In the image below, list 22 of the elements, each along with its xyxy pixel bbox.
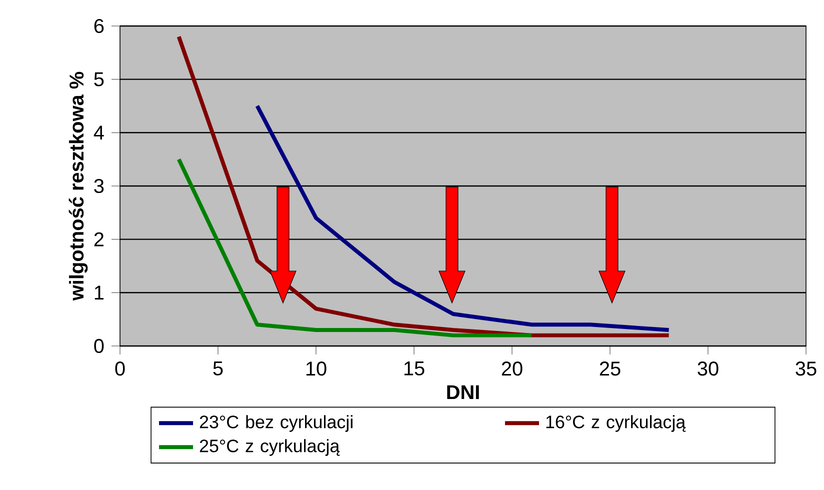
x-tick-label: 15 — [404, 362, 424, 376]
legend-label: 16°C z cyrkulacją — [546, 415, 686, 432]
y-tick-label: 5 — [94, 72, 104, 86]
x-tick-label: 10 — [306, 362, 326, 376]
x-tick-label: 5 — [213, 362, 223, 376]
legend-label: 25°C z cyrkulacją — [200, 439, 340, 456]
x-tick-label: 20 — [502, 362, 522, 376]
x-tick-label: 30 — [698, 362, 718, 376]
line-series — [255, 104, 671, 332]
x-tick-label: 35 — [796, 362, 816, 376]
x-axis-title: DNI — [447, 385, 479, 400]
y-tick-label: 4 — [94, 126, 104, 140]
y-tick-label: 6 — [94, 18, 104, 34]
y-axis-title: wilgotność resztkowa % — [68, 72, 88, 301]
x-tick-label: 0 — [115, 362, 125, 376]
x-tick-label: 25 — [600, 362, 620, 376]
y-tick-label: 1 — [94, 286, 104, 300]
y-tick-label: 0 — [94, 338, 104, 354]
y-tick-label: 3 — [94, 178, 104, 194]
line-series — [176, 157, 534, 338]
legend-label: 23°C bez cyrkulacji — [200, 415, 352, 432]
y-tick-label: 2 — [94, 232, 104, 246]
